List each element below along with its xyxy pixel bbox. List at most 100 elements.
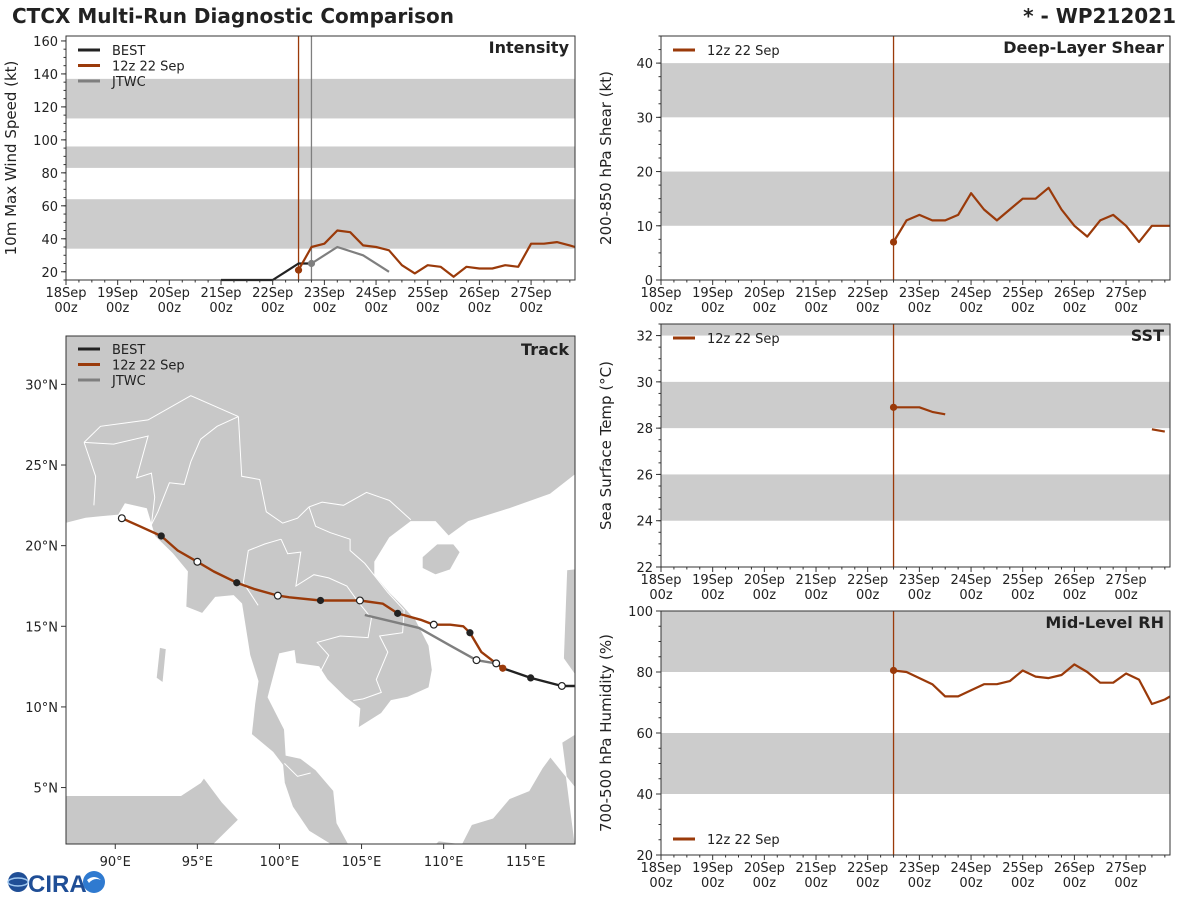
track-line-jtwc [364,613,497,665]
track-point-best [557,681,566,690]
rh-band [661,733,1170,794]
track-point-run [193,557,202,566]
sst-band [661,324,1170,336]
intensity-band [66,78,575,119]
intensity-series-run [297,229,576,278]
shear-ytick-label: 10 [636,220,653,235]
intensity-xtick-label: 27Sep [511,286,552,301]
sst-xtick-label: 00z [1063,588,1087,603]
rh-xtick-label: 25Sep [1002,861,1043,876]
rh-ytick-label: 80 [636,666,653,681]
shear-xtick-label: 26Sep [1054,286,1095,301]
track-point-jtwc [472,656,481,665]
track-panel: 90°E 95°E 100°E 105°E 110°E 115°E 5°N 10°N 15°N 2… [25,335,576,870]
track-map [66,336,575,844]
sst-ytick-label: 22 [636,561,653,576]
rh-ytick-label: 40 [636,788,653,803]
sst-xtick-label: 22Sep [847,573,888,588]
track-lat-label: 15°N [25,620,58,635]
shear-ytick-label: 0 [645,274,653,289]
sst-xtick-label: 00z [1114,588,1138,603]
intensity-xtick-label: 19Sep [97,286,138,301]
track-lon-label: 100°E [260,855,300,870]
track-point-run [233,579,241,587]
land-mainland [66,336,575,844]
intensity-ytick-label: 40 [41,233,58,248]
sst-xtick-label: 00z [701,588,725,603]
shear-xtick-label: 00z [1114,301,1138,316]
shear-init-point [889,238,898,246]
shear-xtick-label: 00z [804,301,828,316]
rh-legend-label: 12z 22 Sep [707,833,780,848]
intensity-ytick-label: 20 [41,266,58,281]
track-frame [65,335,576,845]
intensity-band [66,146,575,168]
track-line-run [121,517,504,670]
border-myanmar-west [150,416,239,525]
intensity-xtick-label: 00z [416,301,440,316]
track-lat-label: 30°N [25,378,58,393]
track-point-run [316,596,325,605]
intensity-ytick-label: 140 [33,68,58,83]
shear-title: Deep-Layer Shear [1003,38,1164,57]
rh-xtick-label: 27Sep [1106,861,1147,876]
border-myanmar-thailand [242,538,282,606]
track-legend-label: 12z 22 Sep [112,359,185,374]
sst-frame [660,323,1171,568]
intensity-xtick-label: 00z [468,301,492,316]
intensity-ytick-label: 80 [41,167,58,182]
logo-globe [8,872,28,892]
sst-panel: 22242628303218Sep00z19Sep00z20Sep00z21Se… [597,323,1171,603]
shear-xtick-label: 00z [908,301,932,316]
shear-xtick-label: 20Sep [744,286,785,301]
track-point-run [273,591,282,600]
page-title: CTCX Multi-Run Diagnostic Comparison [12,4,454,28]
intensity-xtick-label: 22Sep [252,286,293,301]
land-luzon [563,568,575,676]
track-init-point [499,664,507,672]
intensity-xtick-label: 24Sep [356,286,397,301]
sst-xtick-label: 26Sep [1054,573,1095,588]
rh-band [661,611,1170,672]
rh-xtick-label: 26Sep [1054,861,1095,876]
intensity-xtick-label: 00z [54,301,78,316]
sst-xtick-label: 00z [959,588,983,603]
sst-ytick-label: 32 [636,330,653,345]
sst-ytick-label: 24 [636,515,653,530]
shear-panel: 01020304018Sep00z19Sep00z20Sep00z21Sep00… [597,35,1171,316]
shear-xtick-label: 21Sep [796,286,837,301]
sst-legend-label: 12z 22 Sep [707,332,780,347]
sst-ytick-label: 30 [636,376,653,391]
intensity-xtick-label: 00z [158,301,182,316]
intensity-band [66,199,575,249]
track-point-run [394,609,402,617]
shear-ytick-label: 40 [636,57,653,72]
sst-xtick-label: 25Sep [1002,573,1043,588]
intensity-xtick-label: 25Sep [407,286,448,301]
shear-band [661,63,1170,118]
rh-ytick-label: 20 [636,849,653,864]
logo-swirl-icon [87,877,101,883]
sst-xtick-label: 21Sep [796,573,837,588]
intensity-xtick-label: 00z [261,301,285,316]
sst-xtick-label: 00z [908,588,932,603]
sst-band [661,474,1170,521]
track-lon-label: 110°E [424,855,464,870]
rh-xtick-label: 18Sep [640,861,681,876]
rh-xtick-label: 24Sep [951,861,992,876]
intensity-init-point [294,266,303,274]
cira-logo: CIRA [7,871,105,898]
shear-ytick-label: 30 [636,111,653,126]
intensity-xtick-label: 00z [106,301,130,316]
sst-xtick-label: 18Sep [640,573,681,588]
intensity-xtick-label: 00z [519,301,543,316]
rh-xtick-label: 00z [701,876,725,891]
shear-xtick-label: 00z [959,301,983,316]
land-hainan [421,543,461,576]
sst-xtick-label: 20Sep [744,573,785,588]
track-point-jtwc [492,659,501,668]
sst-xtick-label: 00z [856,588,880,603]
track-point-best [527,674,535,682]
rh-ytick-label: 60 [636,727,653,742]
sst-xtick-label: 23Sep [899,573,940,588]
